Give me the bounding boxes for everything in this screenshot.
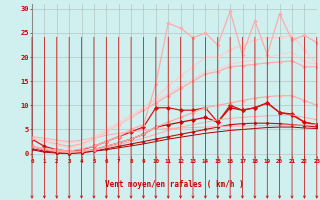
X-axis label: Vent moyen/en rafales ( km/h ): Vent moyen/en rafales ( km/h ) — [105, 180, 244, 189]
